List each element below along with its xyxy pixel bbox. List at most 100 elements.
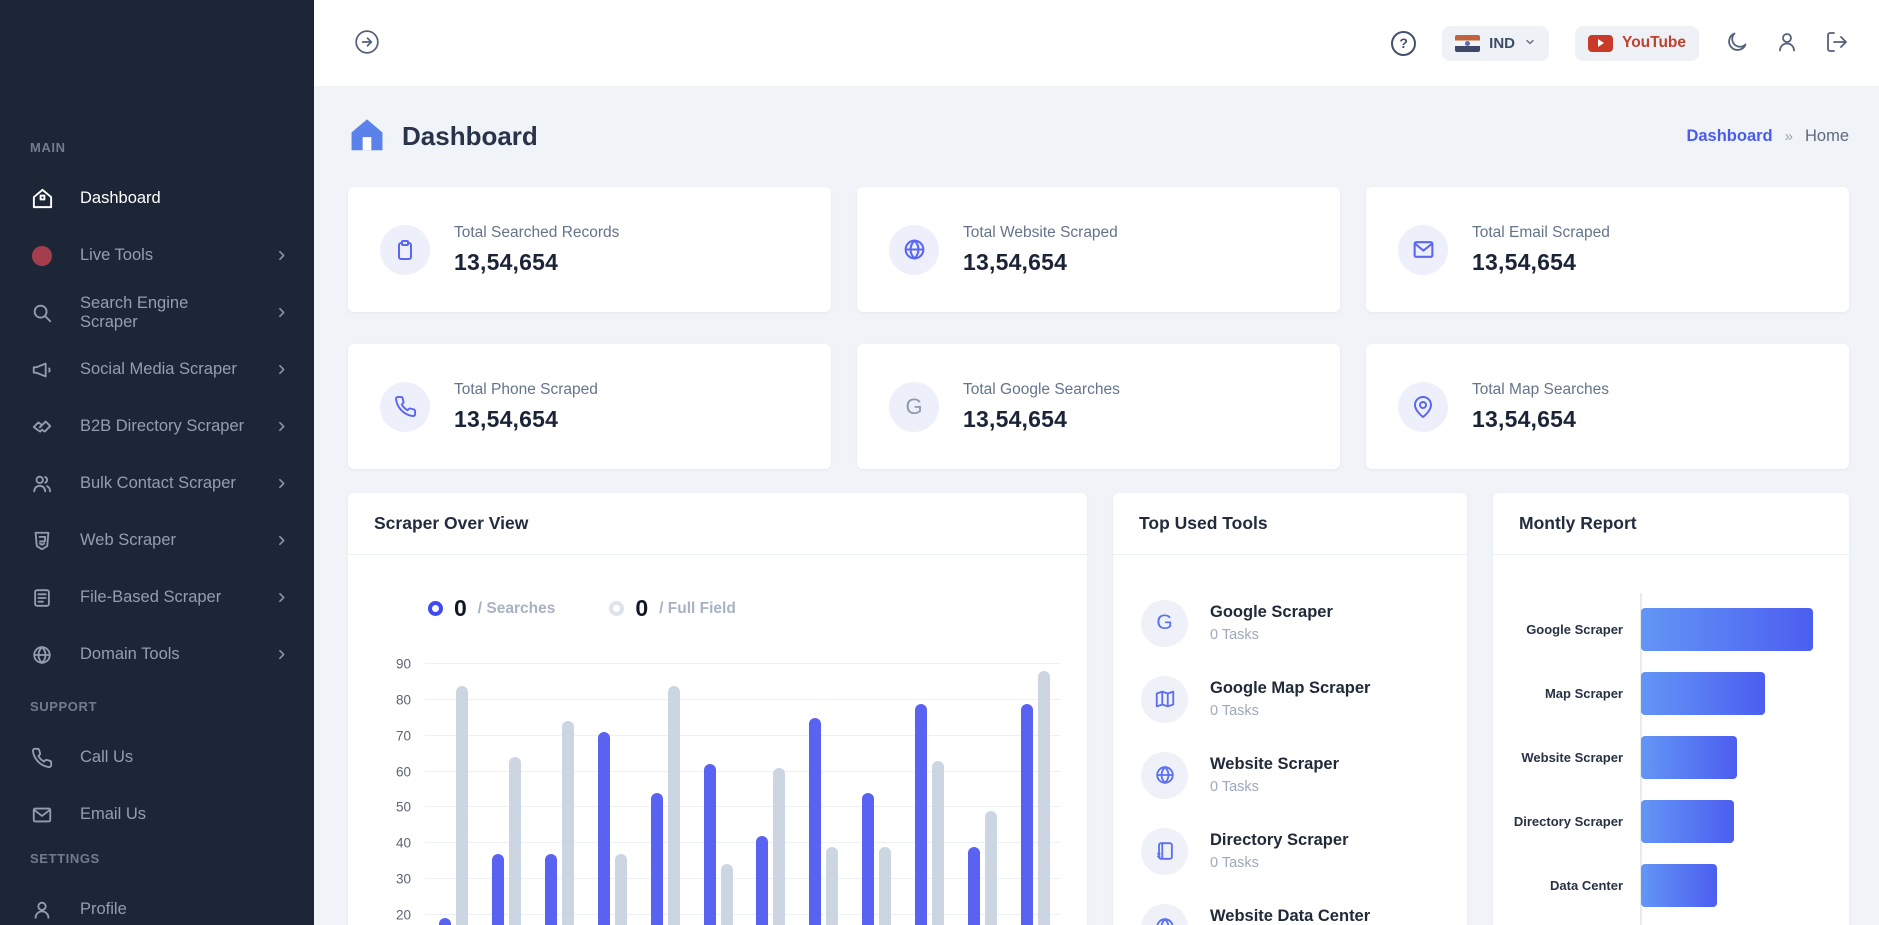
topbar: ? IND YouTube [314,0,1879,87]
stat-label: Total Searched Records [454,223,620,241]
monthly-category-label: Directory Scraper [1513,813,1623,829]
bar-full-field [561,721,574,925]
sidebar-item-b2b-directory-scraper[interactable]: B2B Directory Scraper [0,398,314,455]
gridline [425,770,1060,772]
legend-label: / Searches [477,599,556,617]
chevron-right-icon [275,306,288,319]
stat-value: 13,54,654 [454,248,559,275]
bar-searches [809,717,822,925]
sidebar-item-profile[interactable]: Profile [0,881,314,925]
y-axis-tick: 20 [395,907,411,922]
chart-legend: 0 / Searches 0 / Full Field [428,595,1087,622]
bar-searches [491,853,504,925]
tool-tasks: 0 Tasks [1210,627,1259,643]
bar-full-field [826,846,839,925]
top-used-tools-title: Top Used Tools [1113,493,1467,555]
stat-card-google-searches: G Total Google Searches 13,54,654 [857,344,1340,469]
chevron-down-icon [1524,36,1536,51]
tool-row-google-scraper[interactable]: G Google Scraper 0 Tasks [1141,585,1441,661]
legend-label: / Full Field [659,599,736,617]
stat-label: Total Google Searches [963,380,1120,398]
tool-row-website-data-center[interactable]: Website Data Center 0 Tasks [1141,889,1441,925]
bar-group [862,792,892,925]
sidebar-item-file-based-scraper[interactable]: File-Based Scraper [0,569,314,626]
bar-group [703,764,733,925]
google-g-icon: G [1141,599,1188,647]
monthly-row: Data Center [1493,853,1849,917]
stat-label: Total Phone Scraped [454,380,598,398]
map-icon [1141,675,1188,723]
sidebar-item-domain-tools[interactable]: Domain Tools [0,626,314,683]
y-axis-tick: 50 [395,799,411,815]
tool-name: Directory Scraper [1210,831,1349,849]
sidebar-item-label: Social Media Scraper [80,360,237,378]
stat-value: 13,54,654 [1472,405,1577,432]
tool-row-website-scraper[interactable]: Website Scraper 0 Tasks [1141,737,1441,813]
bar-group [968,810,998,925]
sidebar-item-web-scraper[interactable]: Web Scraper [0,512,314,569]
top-used-tools-panel: Top Used Tools G Google Scraper 0 Tasks … [1113,493,1467,925]
bar-full-field [720,864,733,925]
sidebar-item-label: Domain Tools [80,645,180,663]
tool-tasks: 0 Tasks [1210,855,1259,871]
sidebar-item-dashboard[interactable]: Dashboard [0,170,314,227]
sidebar-toggle-button[interactable] [354,29,380,58]
youtube-button[interactable]: YouTube [1575,25,1699,61]
sidebar-item-label: Web Scraper [80,531,176,549]
language-selector[interactable]: IND [1442,25,1549,61]
monthly-bar [1641,735,1738,779]
moon-icon [1725,30,1749,57]
bar-group [491,757,521,925]
sidebar-item-label: Live Tools [80,246,154,264]
circle-arrow-right-icon [354,29,380,58]
monthly-row: Google Scraper [1493,597,1849,661]
sidebar-item-search-engine-scraper[interactable]: Search Engine Scraper [0,284,314,341]
sidebar: MAIN Dashboard Live Tools Search Engine … [0,0,314,925]
monthly-category-label: Website Scraper [1521,749,1623,765]
sidebar-item-live-tools[interactable]: Live Tools [0,227,314,284]
users-icon [30,472,54,496]
stat-value: 13,54,654 [1472,248,1577,275]
gridline [425,663,1060,665]
sidebar-item-bulk-contact-scraper[interactable]: Bulk Contact Scraper [0,455,314,512]
tool-row-google-map-scraper[interactable]: Google Map Scraper 0 Tasks [1141,661,1441,737]
tool-name: Website Scraper [1210,755,1340,773]
gridline [425,913,1060,915]
phone-icon [30,746,54,770]
monthly-chart: Google Scraper Map Scraper Website Scraper… [1493,555,1849,925]
dark-mode-button[interactable] [1725,30,1749,57]
logout-button[interactable] [1825,30,1849,57]
home-icon [30,187,54,211]
help-button[interactable]: ? [1391,30,1417,56]
bar-searches [862,792,875,925]
stat-card-phone-scraped: Total Phone Scraped 13,54,654 [348,344,831,469]
page-head: Dashboard Dashboard » Home [348,113,1849,159]
breadcrumb: Dashboard » Home [1686,127,1849,146]
sidebar-item-social-media-scraper[interactable]: Social Media Scraper [0,341,314,398]
bar-full-field [773,767,786,925]
stat-label: Total Website Scraped [963,223,1118,241]
map-pin-icon [1398,381,1448,432]
bar-full-field [508,757,521,925]
gridline [425,699,1060,700]
home-icon [348,117,386,156]
monthly-category-label: Google Scraper [1526,621,1623,637]
sidebar-item-call-us[interactable]: Call Us [0,729,314,786]
gridline [425,842,1060,843]
breadcrumb-dashboard-link[interactable]: Dashboard [1686,126,1773,145]
youtube-label: YouTube [1622,34,1686,51]
sidebar-item-email-us[interactable]: Email Us [0,786,314,843]
account-button[interactable] [1775,30,1799,57]
tool-name: Google Scraper [1210,603,1333,621]
html-shield-icon [30,529,54,553]
scraper-overview-panel: Scraper Over View 0 / Searches 0 / Full … [348,493,1087,925]
monthly-category-label: Map Scraper [1544,685,1623,701]
breadcrumb-separator: » [1784,127,1793,145]
legend-full-field: 0 / Full Field [609,595,736,622]
bar-group [1020,671,1050,925]
gridline [425,734,1060,736]
chevron-right-icon [275,249,288,262]
globe-icon [1141,751,1188,799]
bar-group [597,732,627,925]
tool-row-directory-scraper[interactable]: Directory Scraper 0 Tasks [1141,813,1441,889]
